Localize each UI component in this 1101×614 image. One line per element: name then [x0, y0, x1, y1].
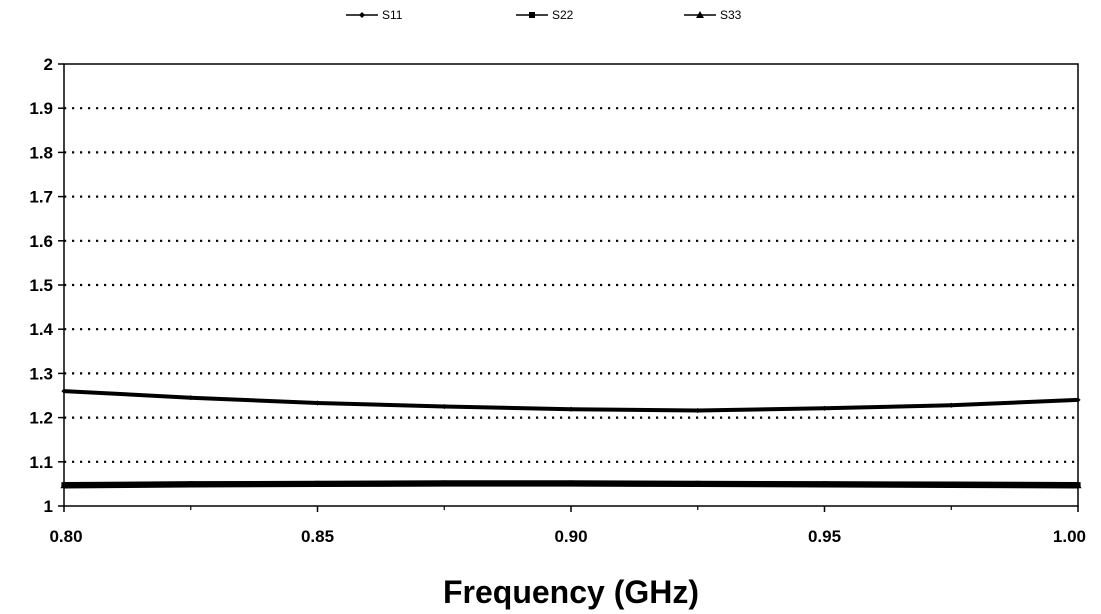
- x-tick-label: 0.80: [49, 527, 82, 546]
- data-point-s11: [61, 388, 67, 394]
- data-point-s33: [1074, 482, 1082, 489]
- y-tick-label: 1.3: [29, 364, 53, 383]
- series-layer: [60, 388, 1082, 489]
- y-tick-label: 1.9: [29, 99, 53, 118]
- data-point-s11: [188, 395, 194, 401]
- legend-label-s22: S22: [552, 8, 574, 22]
- data-point-s33: [60, 482, 68, 489]
- data-point-s33: [694, 480, 702, 487]
- data-point-s33: [440, 480, 448, 487]
- x-tick-label: 0.90: [554, 527, 587, 546]
- data-point-s11: [568, 406, 574, 412]
- data-point-s11: [948, 402, 954, 408]
- legend-marker-s33: [696, 11, 704, 18]
- data-point-s11: [441, 403, 447, 410]
- x-axis-title: Frequency (GHz): [443, 574, 699, 610]
- data-point-s33: [820, 481, 829, 488]
- x-tick-label: 0.85: [301, 527, 334, 546]
- legend-label-s33: S33: [720, 8, 742, 22]
- y-axis: 1 1.1 1.2 1.3 1.4 1.5 1.6 1.7 1.8 1.9 2: [29, 55, 64, 516]
- y-tick-label: 1.4: [29, 320, 53, 339]
- x-tick-label: 0.95: [808, 527, 841, 546]
- grid-lines: [64, 107, 1078, 463]
- y-tick-label: 1.2: [29, 409, 53, 428]
- y-tick-label: 1.8: [29, 143, 53, 162]
- y-tick-label: 1.5: [29, 276, 53, 295]
- legend-label-s11: S11: [382, 8, 403, 22]
- data-point-s11: [314, 400, 321, 406]
- y-tick-label: 1.6: [29, 232, 53, 251]
- data-point-s33: [947, 481, 955, 488]
- x-axis: 0.80 0.85 0.90 0.95 1.00: [49, 506, 1086, 546]
- data-point-s11: [1075, 397, 1081, 403]
- legend-marker-s11: [359, 12, 365, 18]
- data-point-s33: [567, 480, 575, 487]
- x-tick-label: 1.00: [1053, 527, 1086, 546]
- y-tick-label: 1.7: [29, 188, 53, 207]
- data-point-s33: [313, 480, 322, 487]
- legend: S11 S22 S33: [346, 8, 742, 22]
- y-tick-label: 1: [44, 497, 53, 516]
- y-tick-label: 2: [44, 55, 53, 74]
- data-point-s11: [821, 405, 828, 411]
- data-point-s11: [695, 407, 701, 414]
- data-point-s33: [187, 481, 195, 488]
- y-tick-label: 1.1: [29, 453, 53, 472]
- legend-marker-s22: [529, 12, 535, 18]
